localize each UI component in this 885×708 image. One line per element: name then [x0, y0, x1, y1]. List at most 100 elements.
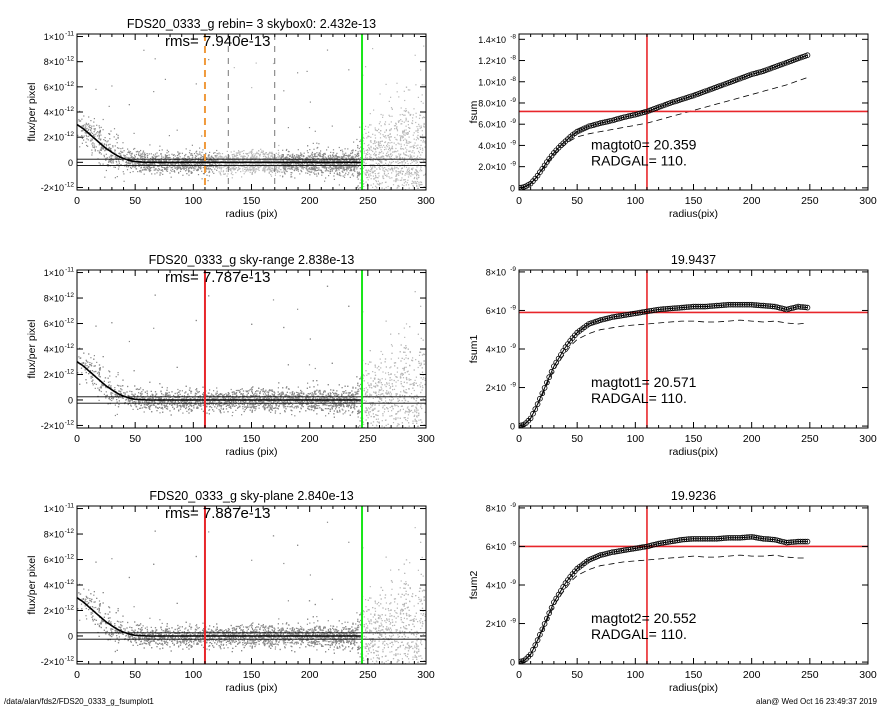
data-point — [386, 204, 387, 205]
data-point — [105, 157, 107, 159]
data-point — [269, 166, 271, 168]
data-point — [422, 141, 424, 143]
data-point — [368, 173, 370, 175]
data-point — [109, 147, 111, 149]
data-point — [127, 166, 129, 168]
data-point — [402, 170, 404, 173]
data-point — [744, 73, 750, 79]
data-point — [405, 108, 407, 110]
data-point — [400, 194, 401, 195]
data-point — [297, 154, 299, 156]
data-point — [317, 169, 319, 171]
data-point — [423, 249, 424, 250]
data-point — [251, 156, 253, 158]
data-point — [157, 170, 159, 172]
data-point — [165, 168, 167, 170]
data-point — [324, 167, 326, 169]
data-point — [219, 167, 221, 169]
data-point — [417, 137, 419, 139]
data-point — [129, 153, 131, 155]
data-point — [207, 165, 209, 167]
data-point — [152, 159, 154, 161]
data-point — [269, 170, 271, 172]
data-point — [367, 150, 369, 152]
data-point — [174, 171, 176, 173]
data-point — [189, 165, 191, 167]
data-point — [233, 165, 235, 167]
data-point — [242, 152, 245, 155]
data-point — [410, 172, 413, 174]
data-point — [155, 169, 157, 171]
y-tick-label: 6×10 — [44, 82, 64, 92]
data-point — [264, 166, 266, 168]
data-point — [276, 169, 278, 172]
data-point — [302, 159, 304, 161]
data-point — [93, 118, 95, 120]
data-point — [291, 168, 293, 170]
data-point — [370, 164, 372, 166]
data-point — [416, 180, 418, 183]
data-point — [409, 157, 411, 159]
data-point — [306, 70, 308, 72]
data-point — [409, 172, 411, 175]
data-point — [401, 120, 403, 122]
data-point — [412, 145, 414, 147]
data-point — [408, 150, 410, 153]
data-point — [243, 156, 245, 158]
data-point — [406, 154, 408, 156]
data-point — [166, 149, 168, 151]
data-point — [178, 152, 180, 154]
data-point — [270, 157, 272, 159]
data-point — [343, 169, 345, 172]
data-point — [371, 164, 373, 166]
data-point — [370, 124, 372, 126]
data-point — [404, 179, 406, 181]
data-point — [232, 158, 234, 160]
data-point — [81, 118, 83, 120]
data-point — [197, 157, 199, 159]
data-point — [249, 167, 251, 169]
data-point — [264, 170, 266, 172]
data-point — [186, 169, 188, 171]
data-point — [242, 156, 244, 158]
data-point — [418, 123, 420, 125]
data-point — [277, 163, 279, 165]
data-point — [271, 169, 273, 171]
data-point — [269, 160, 271, 162]
data-point — [351, 152, 353, 154]
data-point — [374, 166, 376, 169]
data-point — [80, 130, 83, 132]
data-point — [397, 160, 399, 162]
data-point — [236, 154, 239, 156]
data-point — [263, 163, 265, 165]
data-point — [251, 149, 253, 151]
data-point — [262, 168, 265, 170]
data-point — [414, 54, 416, 56]
data-point — [422, 102, 424, 104]
data-point — [352, 156, 354, 158]
data-point — [319, 154, 321, 156]
data-point — [255, 168, 258, 170]
data-point — [387, 185, 389, 188]
data-point — [413, 152, 415, 154]
data-point — [101, 142, 103, 144]
data-point — [249, 163, 251, 165]
data-point — [299, 163, 301, 166]
data-point — [189, 170, 191, 172]
data-point — [345, 168, 347, 171]
data-point — [88, 135, 90, 137]
data-point — [406, 160, 408, 162]
data-point — [340, 149, 342, 152]
data-point — [242, 159, 244, 161]
data-point — [317, 167, 319, 169]
data-point — [271, 154, 273, 156]
data-point — [157, 166, 159, 168]
data-point — [382, 155, 384, 157]
data-point — [389, 164, 392, 166]
data-point — [160, 172, 162, 174]
data-point — [337, 164, 339, 166]
data-point — [372, 170, 374, 172]
data-point — [308, 163, 310, 165]
data-point — [395, 170, 397, 172]
data-point — [285, 163, 287, 165]
